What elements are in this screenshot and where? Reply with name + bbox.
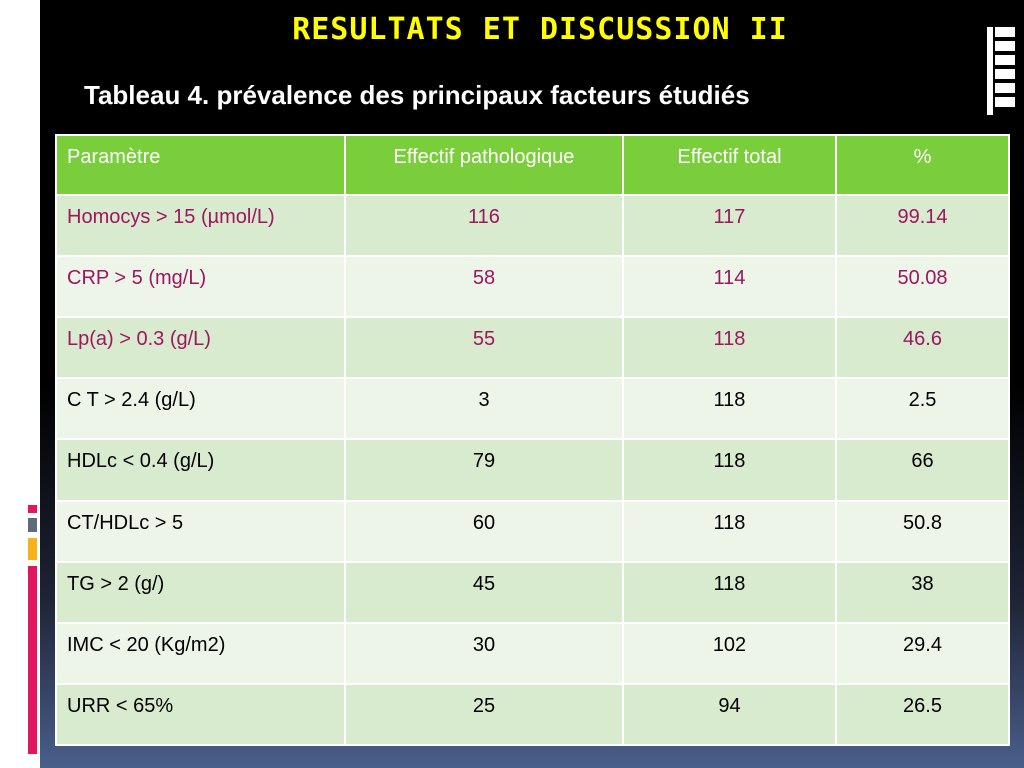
table-cell: 25 <box>344 682 624 747</box>
table-cell: 118 <box>622 560 837 624</box>
header-cell: % <box>835 134 1010 196</box>
table-cell: CT/HDLc > 5 <box>55 499 346 563</box>
table-cell: 30 <box>344 621 624 685</box>
table-cell: 55 <box>344 316 624 380</box>
table-cell: 118 <box>622 499 837 563</box>
header-cell: Effectif total <box>622 134 837 196</box>
table-cell: CRP > 5 (mg/L) <box>55 255 346 319</box>
table-cell: 26.5 <box>835 682 1010 747</box>
table-cell: C T > 2.4 (g/L) <box>55 377 346 441</box>
table-cell: 118 <box>622 316 837 380</box>
table-cell: 118 <box>622 438 837 502</box>
table-cell: IMC < 20 (Kg/m2) <box>55 621 346 685</box>
table-cell: 116 <box>344 193 624 258</box>
table-row: Homocys > 15 (µmol/L) 116 117 99.14 <box>55 193 1010 258</box>
table-cell: Lp(a) > 0.3 (g/L) <box>55 316 346 380</box>
slide-title: RESULTATS ET DISCUSSION II <box>292 12 788 47</box>
table-cell: Homocys > 15 (µmol/L) <box>55 193 346 258</box>
header-cell: Effectif pathologique <box>344 134 624 196</box>
table-caption: Tableau 4. prévalence des principaux fac… <box>84 80 750 110</box>
accent-bar <box>28 518 37 532</box>
table-cell: 114 <box>622 255 837 319</box>
table-cell: 38 <box>835 560 1010 624</box>
table-cell: 117 <box>622 193 837 258</box>
table-row: IMC < 20 (Kg/m2) 30 102 29.4 <box>55 621 1010 685</box>
table-cell: 102 <box>622 621 837 685</box>
accent-bar <box>28 538 37 560</box>
table-cell: 58 <box>344 255 624 319</box>
table-row: CT/HDLc > 5 60 118 50.8 <box>55 499 1010 563</box>
slide-logo-icon <box>987 27 1015 115</box>
table-cell: 50.8 <box>835 499 1010 563</box>
table-cell: 79 <box>344 438 624 502</box>
table-cell: 118 <box>622 377 837 441</box>
table-cell: URR < 65% <box>55 682 346 747</box>
prevalence-table: Paramètre Effectif pathologique Effectif… <box>55 134 1010 747</box>
accent-bar <box>28 566 37 754</box>
table-row: Lp(a) > 0.3 (g/L) 55 118 46.6 <box>55 316 1010 380</box>
table-row: URR < 65% 25 94 26.5 <box>55 682 1010 747</box>
table-cell: 46.6 <box>835 316 1010 380</box>
table-cell: 99.14 <box>835 193 1010 258</box>
table-cell: 2.5 <box>835 377 1010 441</box>
header-cell: Paramètre <box>55 134 346 196</box>
table-row: HDLc < 0.4 (g/L) 79 118 66 <box>55 438 1010 502</box>
table-header-row: Paramètre Effectif pathologique Effectif… <box>55 134 1010 196</box>
table-cell: 45 <box>344 560 624 624</box>
table-cell: 60 <box>344 499 624 563</box>
table-cell: 66 <box>835 438 1010 502</box>
table-cell: TG > 2 (g/) <box>55 560 346 624</box>
table-row: C T > 2.4 (g/L) 3 118 2.5 <box>55 377 1010 441</box>
table-cell: HDLc < 0.4 (g/L) <box>55 438 346 502</box>
table-cell: 3 <box>344 377 624 441</box>
table-cell: 94 <box>622 682 837 747</box>
table-row: CRP > 5 (mg/L) 58 114 50.08 <box>55 255 1010 319</box>
table-cell: 29.4 <box>835 621 1010 685</box>
table-row: TG > 2 (g/) 45 118 38 <box>55 560 1010 624</box>
table-cell: 50.08 <box>835 255 1010 319</box>
accent-bar <box>28 505 37 513</box>
